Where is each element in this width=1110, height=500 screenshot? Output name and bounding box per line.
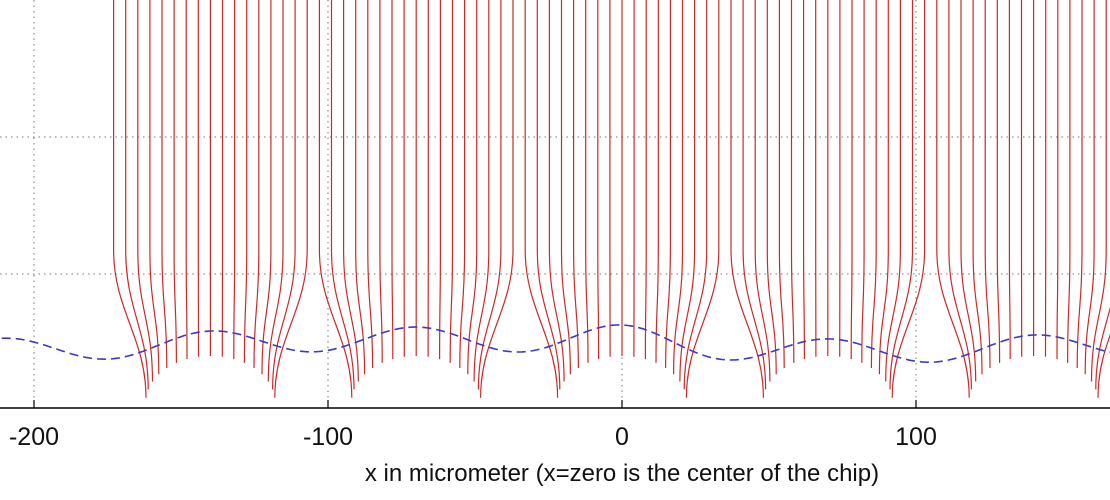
field-line: [274, 0, 308, 398]
field-line: [185, 0, 188, 360]
field-line: [885, 0, 901, 382]
field-line: [113, 0, 147, 398]
field-line: [585, 0, 589, 363]
field-line: [267, 0, 284, 382]
field-line: [1084, 0, 1095, 375]
field-line: [243, 0, 248, 363]
field-line: [379, 0, 383, 363]
field-line: [891, 0, 926, 398]
x-axis-label: x in micrometer (x=zero is the center of…: [365, 460, 879, 487]
field-line: [889, 0, 914, 390]
field-line: [467, 0, 478, 375]
field-line: [1097, 333, 1110, 398]
field-line: [125, 0, 149, 390]
field-line: [459, 0, 466, 369]
field-line: [343, 0, 359, 382]
field-line: [253, 0, 260, 369]
field-line: [573, 0, 579, 369]
field-line: [524, 0, 559, 398]
field-line: [984, 0, 991, 369]
x-tick-label: 100: [895, 423, 937, 451]
field-line: [439, 0, 441, 360]
field-line: [391, 0, 394, 360]
boundary-line-group: [1, 324, 1110, 363]
x-tick-label: -200: [9, 423, 59, 451]
field-line: [161, 0, 168, 369]
field-line: [655, 0, 659, 363]
field-line: [233, 0, 236, 360]
field-line: [685, 0, 720, 398]
field-line: [449, 0, 454, 363]
x-tick-label: -100: [303, 423, 353, 451]
field-line: [1056, 0, 1059, 360]
field-line: [936, 0, 970, 398]
field-line: [318, 0, 353, 398]
field-line: [948, 0, 972, 390]
field-line: [1076, 0, 1083, 369]
field-line: [665, 0, 671, 369]
field-line: [473, 0, 490, 382]
field-line: [330, 0, 355, 390]
field-line: [730, 0, 764, 398]
field-line: [972, 0, 983, 375]
field-line: [548, 0, 565, 382]
field-line: [1067, 0, 1071, 363]
field-line: [261, 0, 272, 375]
field-line: [754, 0, 771, 382]
field-line: [1008, 0, 1011, 360]
field-line: [778, 0, 785, 369]
field-line: [742, 0, 767, 390]
field-line: [272, 0, 296, 390]
field-line: [683, 0, 708, 390]
field-line: [878, 0, 889, 375]
field-line: [861, 0, 865, 363]
field-line: [173, 0, 177, 363]
field-line: [355, 0, 366, 375]
field-line: [1090, 0, 1107, 382]
field-line: [673, 0, 684, 375]
field-line: [960, 0, 977, 382]
field-line: [560, 0, 571, 375]
field-line: [477, 0, 502, 390]
field-line: [803, 0, 805, 360]
field-line: [870, 0, 877, 369]
field-lines-group: [113, 0, 1110, 398]
x-ticks: -200 -100 0 100: [9, 400, 937, 451]
boundary-line: [1, 324, 1110, 363]
field-line: [597, 0, 600, 360]
x-tick-label: 0: [615, 423, 629, 451]
field-line: [367, 0, 374, 369]
field-line: [996, 0, 1001, 363]
field-line: [766, 0, 777, 375]
field-line: [850, 0, 853, 360]
field-line: [1095, 306, 1110, 390]
field-line: [644, 0, 647, 360]
field-line: [137, 0, 154, 382]
field-line: [790, 0, 795, 363]
field-line: [149, 0, 160, 375]
field-line: [679, 0, 696, 382]
field-line: [536, 0, 561, 390]
field-line: [480, 0, 514, 398]
